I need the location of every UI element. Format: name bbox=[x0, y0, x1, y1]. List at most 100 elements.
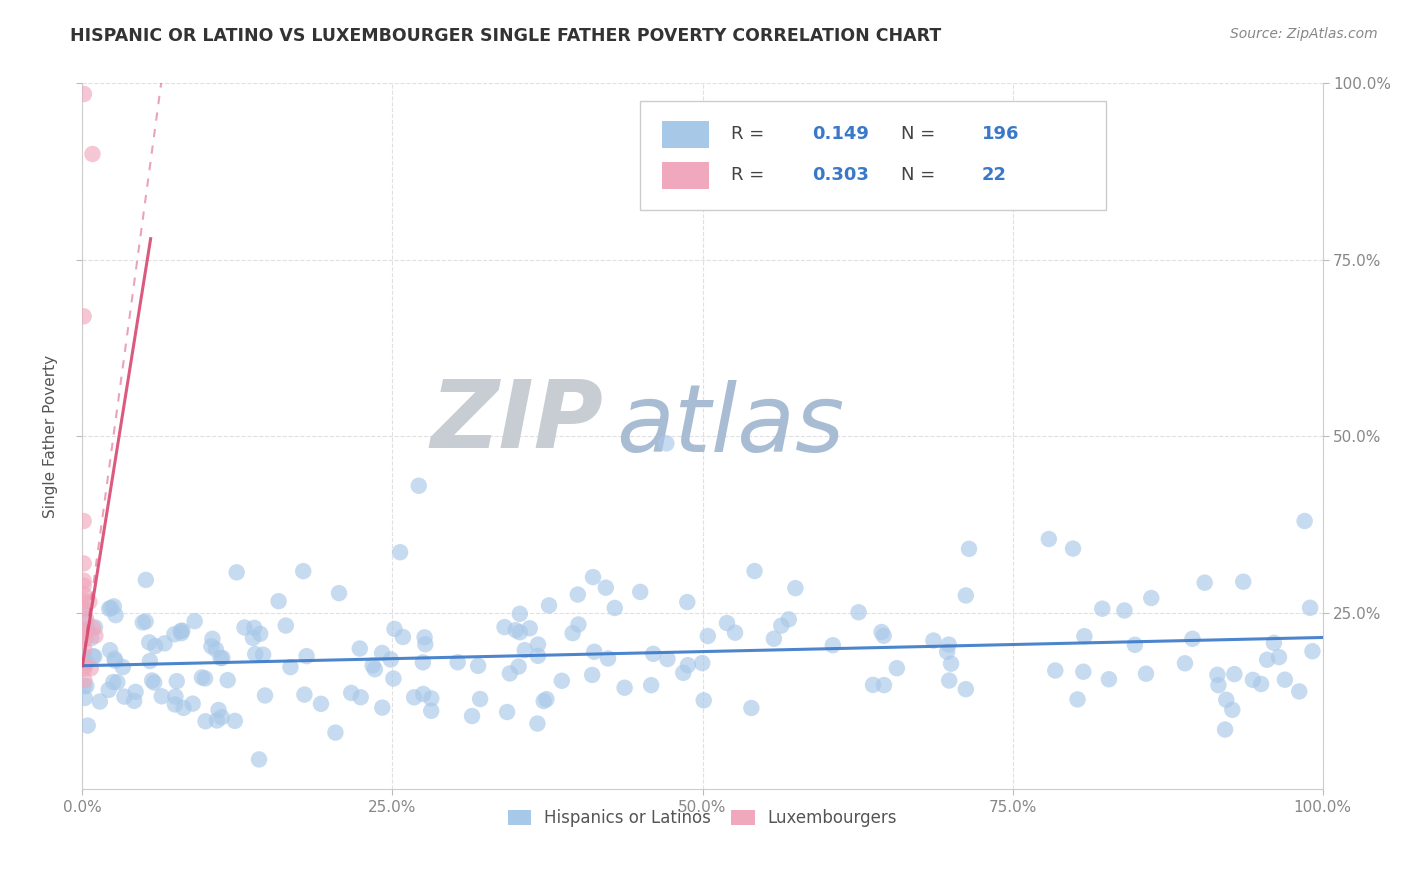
Point bbox=[1062, 541, 1084, 556]
Text: 0.303: 0.303 bbox=[811, 166, 869, 184]
Point bbox=[1223, 667, 1246, 681]
Point bbox=[73, 587, 96, 601]
Point bbox=[80, 631, 103, 645]
Text: R =: R = bbox=[731, 166, 770, 184]
Point bbox=[75, 612, 97, 626]
Point bbox=[253, 689, 276, 703]
Point bbox=[595, 581, 617, 595]
Point bbox=[73, 579, 96, 593]
Point bbox=[82, 649, 104, 664]
Text: 196: 196 bbox=[981, 125, 1019, 144]
Point bbox=[73, 574, 96, 588]
Point bbox=[957, 541, 980, 556]
Point bbox=[509, 607, 531, 621]
Point bbox=[267, 594, 290, 608]
Point bbox=[73, 628, 96, 642]
Legend: Hispanics or Latinos, Luxembourgers: Hispanics or Latinos, Luxembourgers bbox=[501, 803, 904, 834]
Point bbox=[724, 625, 747, 640]
Point bbox=[1208, 678, 1230, 692]
Point bbox=[172, 624, 194, 638]
Point bbox=[936, 645, 959, 659]
Point bbox=[124, 685, 146, 699]
Point bbox=[295, 649, 318, 664]
Point bbox=[361, 658, 384, 673]
Point bbox=[103, 675, 125, 690]
Point bbox=[1232, 574, 1254, 589]
Point bbox=[1140, 591, 1163, 605]
Point bbox=[111, 660, 134, 674]
Point bbox=[73, 642, 96, 657]
Point bbox=[690, 656, 713, 670]
Point bbox=[581, 668, 603, 682]
Text: N =: N = bbox=[901, 125, 941, 144]
Point bbox=[75, 632, 97, 646]
Point bbox=[138, 635, 160, 649]
Point bbox=[209, 651, 232, 665]
Point bbox=[73, 601, 96, 615]
Point bbox=[1256, 653, 1278, 667]
Point bbox=[73, 557, 96, 571]
Point bbox=[292, 564, 315, 578]
Point bbox=[527, 648, 550, 663]
Point bbox=[98, 601, 121, 615]
Point bbox=[153, 636, 176, 650]
Point bbox=[76, 656, 98, 670]
Point bbox=[628, 585, 651, 599]
Point bbox=[252, 648, 274, 662]
Text: atlas: atlas bbox=[616, 380, 844, 471]
Point bbox=[82, 621, 104, 635]
Point bbox=[163, 698, 186, 712]
Point bbox=[533, 694, 555, 708]
Text: N =: N = bbox=[901, 166, 941, 184]
Point bbox=[567, 588, 589, 602]
Point bbox=[309, 697, 332, 711]
Point bbox=[76, 624, 98, 638]
Point bbox=[245, 647, 267, 661]
Point bbox=[82, 147, 104, 161]
Point bbox=[537, 599, 560, 613]
Point bbox=[211, 651, 233, 665]
Point bbox=[603, 601, 626, 615]
Point bbox=[211, 710, 233, 724]
Point bbox=[122, 694, 145, 708]
Point bbox=[1220, 703, 1243, 717]
Point bbox=[505, 623, 527, 637]
Point bbox=[420, 704, 443, 718]
Point bbox=[173, 701, 195, 715]
Point bbox=[350, 690, 373, 705]
Point bbox=[693, 693, 716, 707]
Point bbox=[1206, 668, 1229, 682]
Point bbox=[526, 716, 548, 731]
Point bbox=[73, 594, 96, 608]
Point bbox=[494, 620, 516, 634]
Point bbox=[104, 608, 127, 623]
Point bbox=[1301, 644, 1323, 658]
Point bbox=[848, 605, 870, 619]
FancyBboxPatch shape bbox=[662, 120, 709, 148]
Point bbox=[778, 612, 800, 626]
Point bbox=[499, 666, 522, 681]
Point bbox=[112, 690, 135, 704]
FancyBboxPatch shape bbox=[641, 101, 1105, 211]
Point bbox=[380, 652, 402, 666]
Point bbox=[551, 673, 574, 688]
Point bbox=[194, 714, 217, 729]
Point bbox=[103, 651, 125, 665]
Point bbox=[413, 631, 436, 645]
Point bbox=[744, 564, 766, 578]
Point bbox=[1045, 664, 1067, 678]
Point bbox=[938, 673, 960, 688]
Point bbox=[870, 625, 893, 640]
Point bbox=[567, 617, 589, 632]
Point bbox=[389, 545, 412, 559]
Text: Source: ZipAtlas.com: Source: ZipAtlas.com bbox=[1230, 27, 1378, 41]
Point bbox=[150, 690, 173, 704]
FancyBboxPatch shape bbox=[662, 161, 709, 188]
Point bbox=[294, 688, 316, 702]
Point bbox=[640, 678, 662, 692]
Point bbox=[821, 638, 844, 652]
Point bbox=[328, 586, 350, 600]
Point bbox=[404, 690, 426, 705]
Point bbox=[242, 631, 264, 645]
Point bbox=[340, 686, 363, 700]
